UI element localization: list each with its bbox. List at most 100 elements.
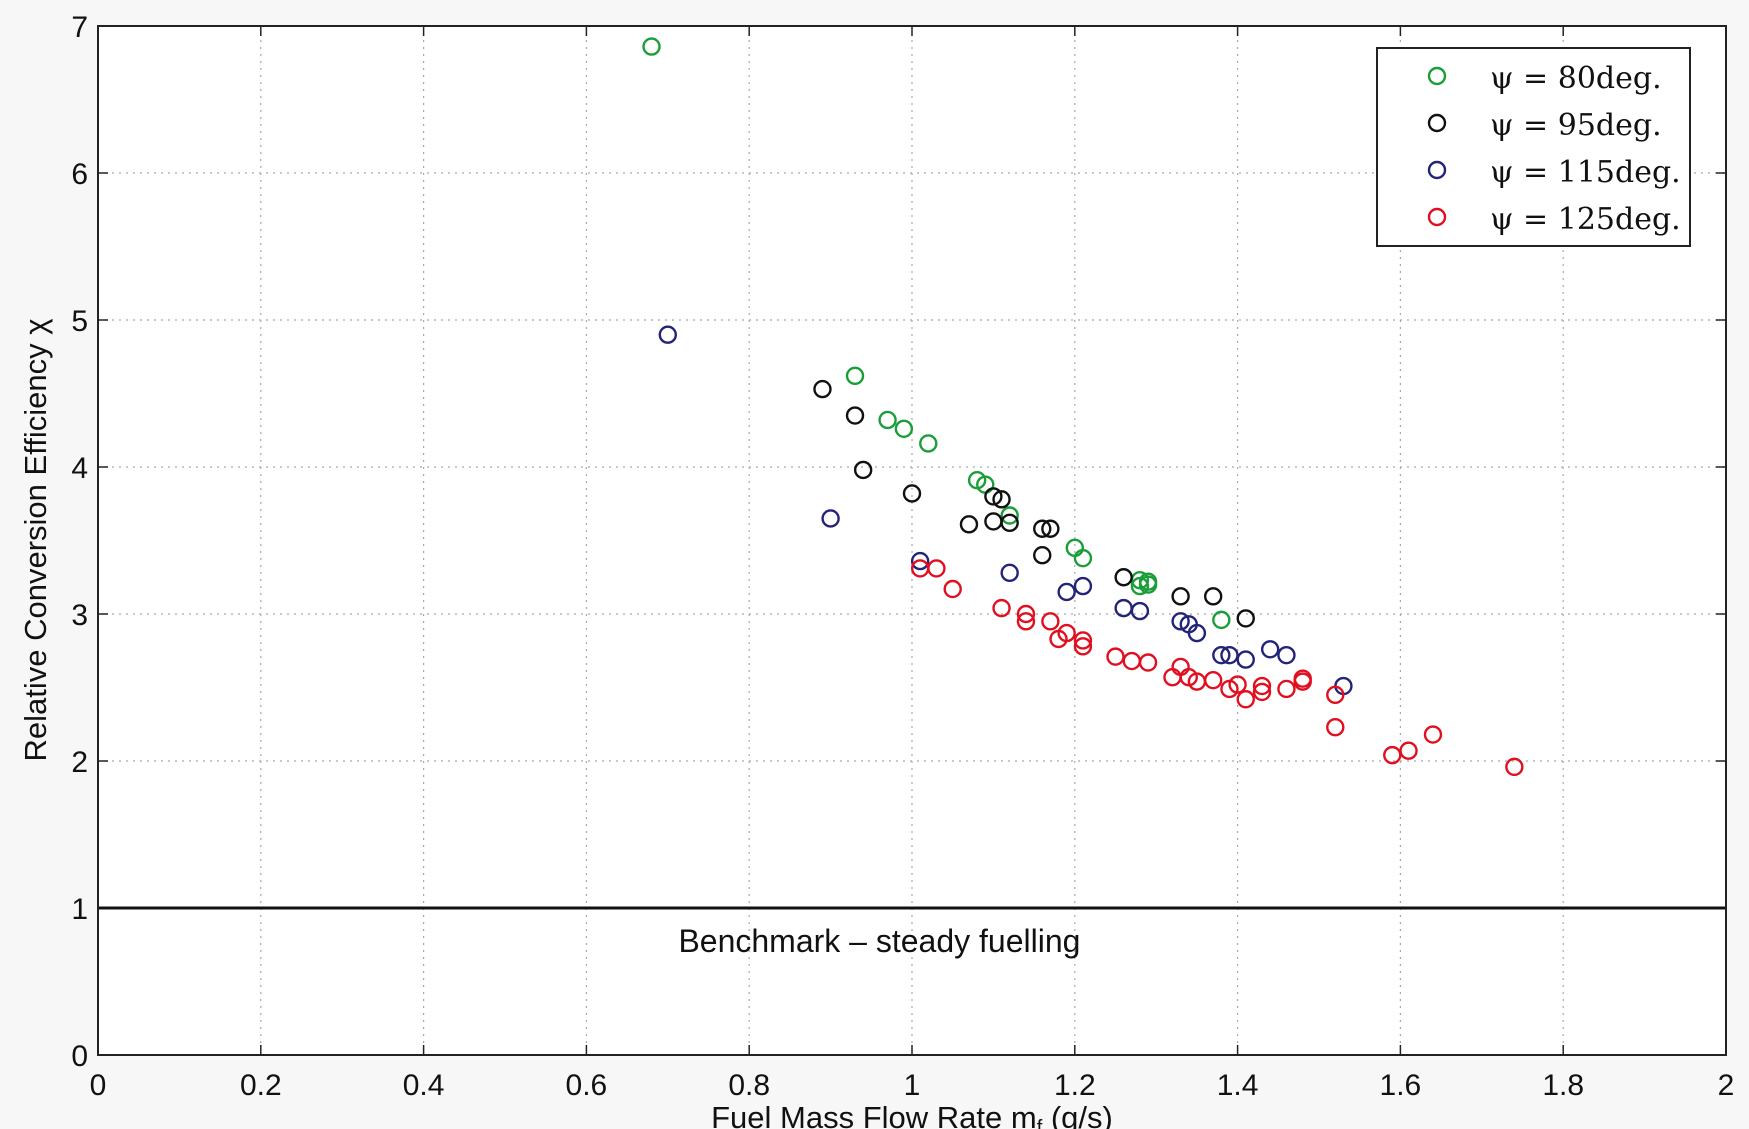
data-point [1171,587,1190,606]
tick-labels: 0 0.2 0.4 0.6 0.8 1 1.2 1.4 1.6 1.8 2 0 1 2 3 4 5 6 7 [71,11,1734,1102]
data-point [821,509,840,528]
data-point [1277,645,1296,665]
data-point [642,37,661,56]
data-point [1423,725,1443,744]
data-point [959,515,979,534]
data-point [1228,675,1247,694]
data-point [1000,513,1019,533]
legend-label: ψ = 95deg. [1490,108,1662,143]
legend-label: ψ = 115deg. [1490,155,1681,190]
data-point [1033,546,1052,565]
y-tick-label: 3 [71,599,88,632]
y-tick-label: 6 [71,158,88,191]
legend-marker [1427,207,1447,227]
data-point [1187,623,1207,643]
x-tick-label: 0.2 [240,1069,282,1102]
x-tick-label: 2 [1718,1069,1735,1102]
data-point [1130,601,1150,621]
data-point [1252,676,1272,696]
data-point [1212,610,1231,630]
series-4 [910,559,1524,777]
data-point [1114,568,1133,587]
legend-label: ψ = 80deg. [1490,61,1662,96]
data-point [1293,669,1312,688]
data-point [853,460,873,480]
series-2 [813,379,1255,628]
data-point [992,490,1011,509]
data-point [984,487,1003,506]
data-point [919,434,938,453]
data-point [902,484,922,503]
data-point [1130,576,1150,596]
legend-marker [1427,113,1447,133]
legend-marker [1427,66,1447,86]
x-axis-label: Fuel Mass Flow Rate mf (g/s) [711,1100,1113,1129]
data-point [1057,582,1076,602]
data-point [1016,612,1036,631]
data-point [1073,631,1093,650]
y-tick-label: 0 [71,1040,88,1073]
legend-label: ψ = 125deg. [1490,202,1681,237]
data-point [910,551,930,571]
data-points [642,37,1524,777]
benchmark-annotation: Benchmark – steady fuelling [678,923,1080,959]
data-point [1505,757,1524,777]
data-point [1106,647,1125,666]
data-point [1236,690,1255,709]
y-tick-label: 5 [71,305,88,338]
data-point [1057,623,1076,643]
x-tick-label: 1.8 [1542,1069,1584,1102]
data-point [1000,506,1019,525]
data-point [1073,548,1093,568]
data-point [1203,587,1223,606]
x-tick-label: 0.8 [728,1069,770,1102]
data-point [1033,519,1052,538]
x-tick-label: 0 [90,1069,107,1102]
data-point [1203,670,1223,690]
x-tick-label: 0.4 [403,1069,445,1102]
y-tick-label: 7 [71,11,88,44]
x-tick-label: 1.2 [1054,1069,1096,1102]
legend: ψ = 80deg. ψ = 95deg. ψ = 115deg. ψ = 125de… [1376,47,1691,247]
axes-frame [97,25,1727,1056]
data-point [1073,576,1093,596]
data-point [992,598,1011,618]
data-point [1041,519,1060,538]
x-tick-label: 1.6 [1380,1069,1422,1102]
legend-marker [1427,160,1447,180]
x-tick-label: 1 [904,1069,921,1102]
data-point [658,325,677,344]
y-tick-label: 4 [71,452,88,485]
data-point [1326,717,1345,737]
data-point [1041,612,1060,631]
data-point [845,366,865,386]
y-tick-label: 2 [71,746,88,779]
data-point [1326,685,1345,705]
data-point [813,379,832,399]
y-axis-label: Relative Conversion Efficiency χ [18,318,53,761]
data-point [1236,609,1255,628]
data-point [845,406,865,425]
data-point [878,410,897,430]
data-point [1016,604,1036,624]
reference-line-group: Benchmark – steady fuelling [98,906,1726,959]
data-point [894,419,914,438]
data-point [1073,637,1093,656]
data-point [943,579,962,599]
data-point [1212,645,1231,665]
series-3 [658,325,1353,696]
data-point [1383,745,1402,765]
data-point [1277,679,1296,699]
data-point [927,559,946,578]
y-tick-label: 1 [71,893,88,926]
x-tick-label: 1.4 [1217,1069,1259,1102]
x-tick-label: 0.6 [566,1069,608,1102]
data-point [1000,563,1019,583]
data-point [1260,640,1280,659]
data-point [1399,741,1418,760]
data-point [1171,612,1190,631]
data-point [1236,650,1255,669]
data-point [1138,653,1158,672]
